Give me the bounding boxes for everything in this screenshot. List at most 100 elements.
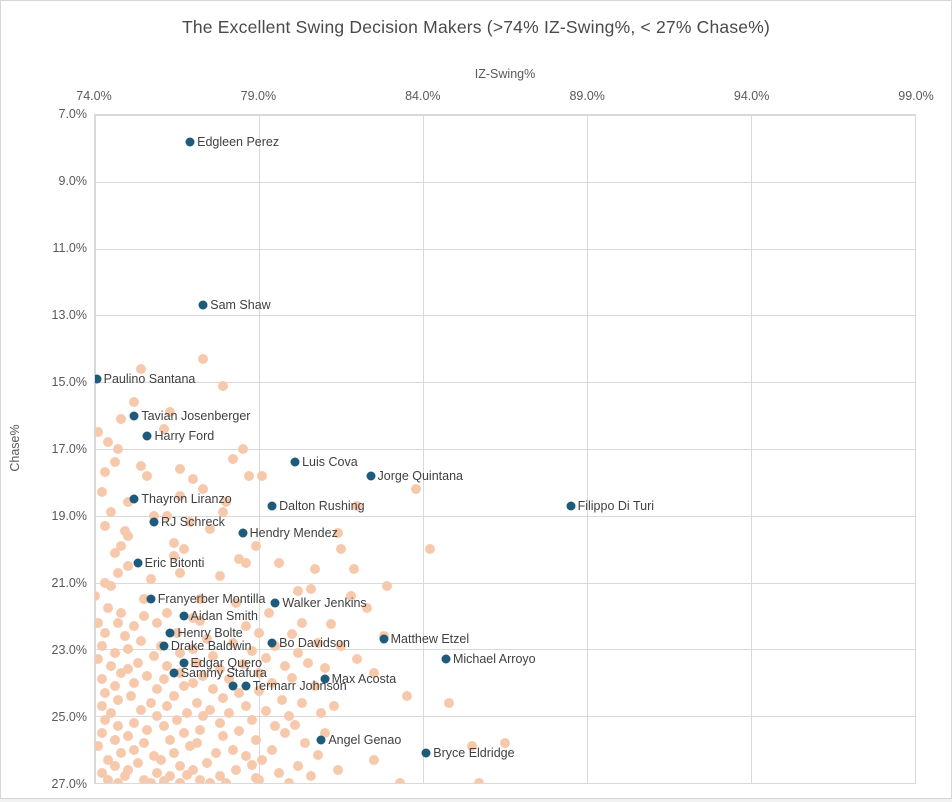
data-point[interactable]	[152, 617, 163, 628]
data-point[interactable]	[368, 667, 379, 678]
data-point[interactable]	[411, 484, 422, 495]
data-point[interactable]	[172, 627, 182, 638]
data-point[interactable]	[188, 764, 199, 775]
data-point[interactable]	[296, 697, 307, 708]
data-point[interactable]	[109, 647, 120, 658]
data-point[interactable]	[260, 652, 271, 663]
data-point[interactable]	[273, 557, 284, 568]
data-point[interactable]	[122, 644, 133, 655]
data-point[interactable]	[227, 454, 238, 465]
data-point[interactable]	[191, 737, 202, 748]
data-point[interactable]	[165, 407, 176, 418]
data-point[interactable]	[103, 437, 114, 448]
highlighted-data-point[interactable]	[129, 411, 139, 421]
data-point[interactable]	[240, 557, 251, 568]
data-point[interactable]	[201, 634, 212, 645]
data-point[interactable]	[240, 701, 251, 712]
data-point[interactable]	[122, 530, 133, 541]
data-point[interactable]	[188, 644, 199, 655]
data-point[interactable]	[106, 661, 117, 672]
data-point[interactable]	[299, 737, 310, 748]
data-point[interactable]	[122, 497, 133, 508]
highlighted-data-point[interactable]	[142, 431, 152, 441]
data-point[interactable]	[214, 570, 225, 581]
data-point[interactable]	[217, 380, 228, 391]
data-point[interactable]	[175, 490, 186, 501]
data-point[interactable]	[254, 774, 264, 783]
highlighted-data-point[interactable]	[179, 611, 189, 621]
data-point[interactable]	[129, 397, 140, 408]
data-point[interactable]	[424, 544, 435, 555]
data-point[interactable]	[145, 697, 156, 708]
data-point[interactable]	[336, 641, 346, 652]
data-point[interactable]	[204, 524, 215, 535]
data-point[interactable]	[145, 574, 156, 585]
data-point[interactable]	[204, 778, 215, 783]
highlighted-data-point[interactable]	[267, 638, 277, 648]
data-point[interactable]	[99, 627, 110, 638]
data-point[interactable]	[122, 560, 133, 571]
data-point[interactable]	[217, 692, 228, 703]
data-point[interactable]	[283, 778, 294, 783]
data-point[interactable]	[293, 647, 304, 658]
data-point[interactable]	[191, 697, 202, 708]
data-point[interactable]	[129, 621, 140, 632]
data-point[interactable]	[168, 747, 179, 758]
data-point[interactable]	[119, 631, 130, 642]
data-point[interactable]	[165, 734, 176, 745]
data-point[interactable]	[309, 564, 320, 575]
data-point[interactable]	[165, 771, 176, 782]
data-point[interactable]	[112, 694, 123, 705]
highlighted-data-point[interactable]	[421, 748, 431, 758]
data-point[interactable]	[250, 540, 261, 551]
data-point[interactable]	[95, 617, 104, 628]
data-point[interactable]	[112, 721, 123, 732]
data-point[interactable]	[198, 711, 209, 722]
data-point[interactable]	[467, 741, 478, 752]
data-point[interactable]	[198, 353, 209, 364]
data-point[interactable]	[244, 470, 255, 481]
data-point[interactable]	[96, 767, 107, 778]
data-point[interactable]	[332, 527, 343, 538]
data-point[interactable]	[194, 594, 205, 605]
highlighted-data-point[interactable]	[149, 517, 159, 527]
data-point[interactable]	[142, 470, 153, 481]
data-point[interactable]	[181, 769, 192, 780]
data-point[interactable]	[188, 677, 199, 688]
data-point[interactable]	[175, 667, 186, 678]
data-point[interactable]	[142, 671, 153, 682]
data-point[interactable]	[109, 734, 120, 745]
data-point[interactable]	[234, 687, 245, 698]
data-point[interactable]	[178, 681, 189, 692]
data-point[interactable]	[224, 707, 235, 718]
data-point[interactable]	[175, 464, 186, 475]
data-point[interactable]	[270, 721, 281, 732]
data-point[interactable]	[273, 767, 284, 778]
highlighted-data-point[interactable]	[241, 681, 251, 691]
highlighted-data-point[interactable]	[316, 735, 326, 745]
data-point[interactable]	[95, 590, 100, 601]
data-point[interactable]	[112, 567, 123, 578]
data-point[interactable]	[168, 537, 179, 548]
data-point[interactable]	[313, 637, 324, 648]
data-point[interactable]	[99, 520, 110, 531]
data-point[interactable]	[214, 771, 225, 782]
data-point[interactable]	[247, 646, 258, 657]
data-point[interactable]	[158, 423, 169, 434]
data-point[interactable]	[103, 754, 114, 765]
data-point[interactable]	[319, 662, 330, 673]
data-point[interactable]	[208, 684, 219, 695]
data-point[interactable]	[254, 686, 264, 697]
highlighted-data-point[interactable]	[198, 300, 208, 310]
data-point[interactable]	[254, 667, 264, 678]
data-point[interactable]	[135, 363, 146, 374]
data-point[interactable]	[112, 444, 123, 454]
data-point[interactable]	[135, 636, 146, 647]
data-point[interactable]	[286, 672, 297, 683]
data-point[interactable]	[116, 607, 127, 618]
data-point[interactable]	[172, 714, 182, 725]
data-point[interactable]	[231, 764, 242, 775]
highlighted-data-point[interactable]	[159, 641, 169, 651]
data-point[interactable]	[211, 747, 222, 758]
data-point[interactable]	[122, 664, 133, 675]
